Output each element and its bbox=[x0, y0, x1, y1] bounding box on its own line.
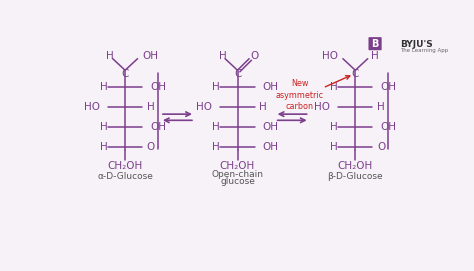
Text: CH₂OH: CH₂OH bbox=[337, 161, 373, 171]
Text: HO: HO bbox=[196, 102, 212, 112]
Text: B: B bbox=[371, 39, 379, 49]
Text: H: H bbox=[259, 102, 267, 112]
Text: OH: OH bbox=[150, 122, 166, 132]
Text: O: O bbox=[147, 142, 155, 152]
Text: OH: OH bbox=[380, 82, 396, 92]
Text: O: O bbox=[377, 142, 385, 152]
Text: H: H bbox=[212, 142, 219, 152]
Text: OH: OH bbox=[262, 122, 278, 132]
Text: OH: OH bbox=[142, 51, 158, 62]
Text: H: H bbox=[371, 51, 379, 62]
Text: OH: OH bbox=[262, 82, 278, 92]
Text: H: H bbox=[212, 82, 219, 92]
Text: HO: HO bbox=[314, 102, 330, 112]
FancyBboxPatch shape bbox=[368, 37, 382, 50]
Text: H: H bbox=[100, 82, 107, 92]
Text: HO: HO bbox=[322, 51, 338, 62]
Text: H: H bbox=[212, 122, 219, 132]
Text: β-D-Glucose: β-D-Glucose bbox=[328, 172, 383, 181]
Text: C: C bbox=[352, 69, 359, 79]
Text: New
asymmetric
carbon: New asymmetric carbon bbox=[275, 79, 324, 111]
Text: H: H bbox=[147, 102, 155, 112]
Text: H: H bbox=[330, 122, 337, 132]
Text: C: C bbox=[235, 69, 242, 79]
Text: OH: OH bbox=[380, 122, 396, 132]
Text: H: H bbox=[106, 51, 113, 62]
Text: H: H bbox=[377, 102, 385, 112]
Text: HO: HO bbox=[83, 102, 100, 112]
Text: O: O bbox=[250, 51, 259, 62]
Text: H: H bbox=[100, 122, 107, 132]
Text: OH: OH bbox=[262, 142, 278, 152]
Text: C: C bbox=[121, 69, 129, 79]
Text: CH₂OH: CH₂OH bbox=[108, 161, 143, 171]
Text: glucose: glucose bbox=[220, 178, 255, 186]
Text: OH: OH bbox=[150, 82, 166, 92]
Text: H: H bbox=[100, 142, 107, 152]
Text: H: H bbox=[219, 51, 227, 62]
Text: H: H bbox=[330, 142, 337, 152]
Text: H: H bbox=[330, 82, 337, 92]
Text: BYJU'S: BYJU'S bbox=[400, 40, 433, 49]
Text: Open-chain: Open-chain bbox=[211, 170, 264, 179]
Text: The Learning App: The Learning App bbox=[400, 48, 448, 53]
Text: α-D-Glucose: α-D-Glucose bbox=[97, 172, 153, 181]
Text: CH₂OH: CH₂OH bbox=[220, 161, 255, 171]
